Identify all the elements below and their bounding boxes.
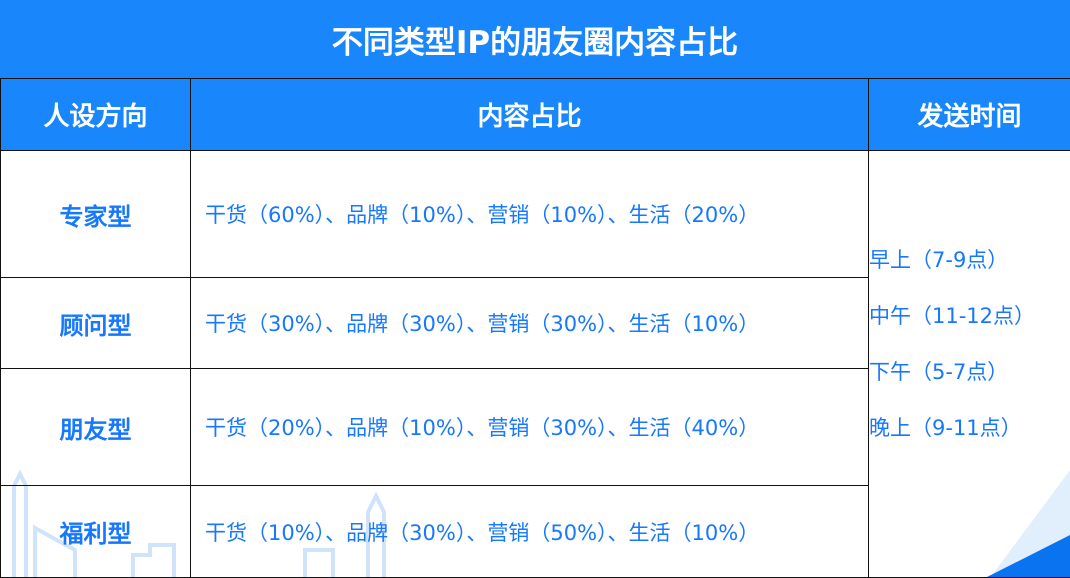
time-item: 晚上（9-11点） — [869, 416, 1022, 440]
time-item: 下午（5-7点） — [869, 360, 1009, 384]
header-row: 人设方向 内容占比 发送时间 — [0, 78, 1070, 151]
table-row: 顾问型 干货（30%）、品牌（30%）、营销（30%）、生活（10%） — [0, 277, 1070, 369]
row-content: 干货（30%）、品牌（30%）、营销（30%）、生活（10%） — [190, 277, 869, 369]
header-content: 内容占比 — [190, 78, 869, 151]
page-title: 不同类型IP的朋友圈内容占比 — [0, 0, 1070, 78]
row-type: 朋友型 — [0, 368, 191, 486]
send-time-cell: 早上（7-9点） 中午（11-12点） 下午（5-7点） 晚上（9-11点） — [868, 150, 1070, 578]
time-item: 中午（11-12点） — [869, 304, 1036, 328]
row-content: 干货（20%）、品牌（10%）、营销（30%）、生活（40%） — [190, 368, 869, 486]
row-type: 顾问型 — [0, 277, 191, 369]
table-row: 福利型 干货（10%）、品牌（30%）、营销（50%）、生活（10%） — [0, 485, 1070, 578]
row-content: 干货（60%）、品牌（10%）、营销（10%）、生活（20%） — [190, 150, 869, 278]
header-type: 人设方向 — [0, 78, 191, 151]
content-ratio-table: 人设方向 内容占比 发送时间 专家型 干货（60%）、品牌（10%）、营销（10… — [0, 78, 1070, 578]
row-type: 专家型 — [0, 150, 191, 278]
time-item: 早上（7-9点） — [869, 248, 1009, 272]
row-type: 福利型 — [0, 485, 191, 578]
table-row: 专家型 干货（60%）、品牌（10%）、营销（10%）、生活（20%） 早上（7… — [0, 150, 1070, 578]
row-content: 干货（10%）、品牌（30%）、营销（50%）、生活（10%） — [190, 485, 869, 578]
header-time: 发送时间 — [868, 78, 1070, 151]
